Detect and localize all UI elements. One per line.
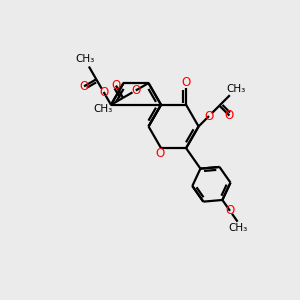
Text: CH₃: CH₃	[226, 84, 245, 94]
Text: O: O	[131, 84, 140, 97]
Text: O: O	[111, 79, 121, 92]
Text: O: O	[204, 110, 214, 122]
Text: CH₃: CH₃	[94, 104, 113, 114]
Text: CH₃: CH₃	[75, 54, 94, 64]
Text: O: O	[225, 204, 235, 217]
Text: O: O	[156, 147, 165, 160]
Text: O: O	[182, 76, 191, 89]
Text: O: O	[225, 109, 234, 122]
Text: CH₃: CH₃	[228, 223, 247, 233]
Text: O: O	[99, 85, 108, 98]
Text: O: O	[80, 80, 88, 93]
